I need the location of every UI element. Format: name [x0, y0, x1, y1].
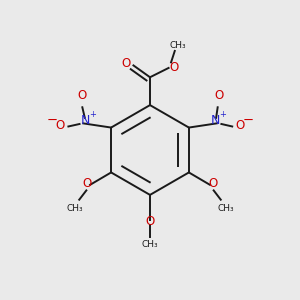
Text: O: O: [208, 177, 218, 190]
Text: N: N: [211, 114, 220, 128]
Text: O: O: [77, 89, 86, 102]
Text: O: O: [214, 89, 224, 102]
Text: N: N: [81, 114, 90, 128]
Text: CH₃: CH₃: [66, 204, 83, 213]
Text: CH₃: CH₃: [217, 204, 234, 213]
Text: −: −: [242, 114, 253, 127]
Text: −: −: [47, 114, 58, 127]
Text: O: O: [82, 177, 92, 190]
Text: O: O: [121, 57, 130, 70]
Text: O: O: [146, 215, 154, 228]
Text: O: O: [56, 119, 65, 132]
Text: +: +: [220, 110, 226, 118]
Text: CH₃: CH₃: [142, 240, 158, 249]
Text: +: +: [89, 110, 96, 118]
Text: O: O: [169, 61, 179, 74]
Text: O: O: [235, 119, 244, 132]
Text: CH₃: CH₃: [169, 41, 186, 50]
